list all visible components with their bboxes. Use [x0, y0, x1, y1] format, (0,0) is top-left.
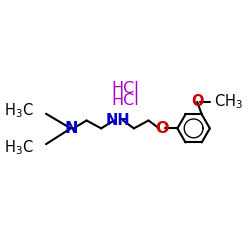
Text: NH: NH: [106, 113, 130, 128]
Text: O: O: [155, 121, 169, 136]
Text: N: N: [64, 121, 78, 136]
Text: $\mathsf{H_3C}$: $\mathsf{H_3C}$: [4, 101, 34, 120]
Text: $\mathsf{H_3C}$: $\mathsf{H_3C}$: [4, 138, 34, 157]
Text: HCl: HCl: [111, 93, 139, 108]
Text: HCl: HCl: [111, 82, 139, 96]
Text: $\mathsf{CH_3}$: $\mathsf{CH_3}$: [214, 92, 243, 111]
Text: O: O: [191, 94, 203, 110]
